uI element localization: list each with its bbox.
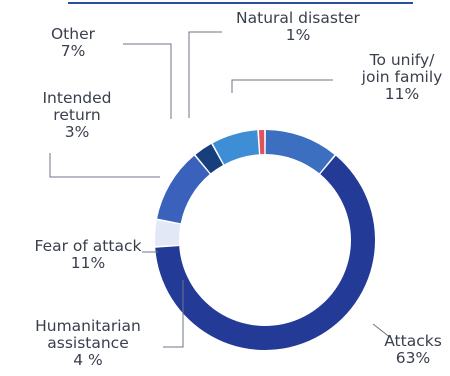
label-attacks-name: Attacks xyxy=(384,332,442,350)
label-to-unify-join-family-pct: 11% xyxy=(385,85,419,103)
label-to-unify-join-family-name: join family xyxy=(361,68,443,86)
slice-labels: To unify/join family 11%Attacks 63%Humanit… xyxy=(35,9,443,369)
label-natural-disaster: Natural disaster 1% xyxy=(236,9,361,44)
leader-humanitarian-assistance xyxy=(163,280,184,348)
label-fear-of-attack-name: Fear of attack xyxy=(35,237,142,255)
label-intended-return-pct: 3% xyxy=(65,123,90,141)
slice-natural-disaster xyxy=(258,130,265,155)
slice-humanitarian-assistance xyxy=(155,220,181,247)
slice-other xyxy=(212,130,259,165)
label-to-unify-join-family: To unify/join family 11% xyxy=(361,51,443,103)
label-humanitarian-assistance-name: assistance xyxy=(47,334,129,352)
slice-fear-of-attack xyxy=(157,155,210,224)
label-natural-disaster-pct: 1% xyxy=(286,26,311,44)
label-intended-return-name: return xyxy=(53,106,100,124)
slice-attacks xyxy=(155,155,375,350)
label-humanitarian-assistance-pct: 4 % xyxy=(73,351,103,369)
label-to-unify-join-family-name: To unify/ xyxy=(369,51,436,69)
label-attacks-pct: 63% xyxy=(396,349,430,367)
label-intended-return: Intended return 3% xyxy=(42,89,111,141)
label-natural-disaster-name: Natural disaster xyxy=(236,9,361,27)
label-humanitarian-assistance-name: Humanitarian xyxy=(35,317,141,335)
leader-natural-disaster xyxy=(188,31,222,118)
label-fear-of-attack-pct: 11% xyxy=(71,254,105,272)
label-attacks: Attacks 63% xyxy=(384,332,442,367)
slice-intended-return xyxy=(195,144,223,174)
leader-intended-return xyxy=(49,153,160,178)
slice-to-unify-join-family xyxy=(265,130,335,174)
label-fear-of-attack: Fear of attack 11% xyxy=(35,237,142,272)
leader-attacks xyxy=(372,323,392,339)
label-other-pct: 7% xyxy=(61,42,86,60)
leader-to-unify-join-family xyxy=(231,79,333,93)
leader-lines xyxy=(49,31,392,348)
label-humanitarian-assistance: Humanitarian assistance 4 % xyxy=(35,317,141,369)
leader-other xyxy=(123,43,172,119)
label-intended-return-name: Intended xyxy=(42,89,111,107)
donut-slices xyxy=(155,130,375,350)
label-other-name: Other xyxy=(51,25,96,43)
label-other: Other 7% xyxy=(51,25,96,60)
